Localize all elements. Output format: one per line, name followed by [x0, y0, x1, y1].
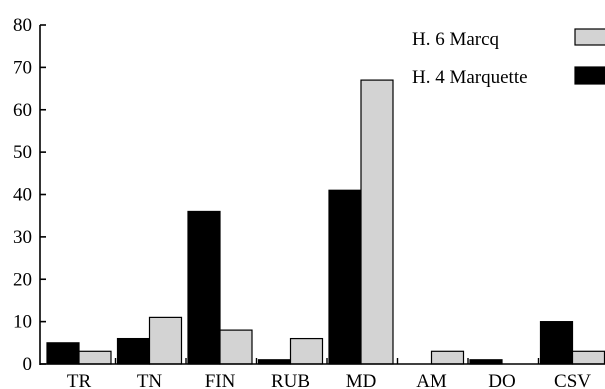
y-tick-label: 20: [13, 269, 32, 290]
bar-rub-marcq: [289, 337, 324, 365]
bar-tn-marcq: [148, 316, 183, 365]
x-category-label: DO: [488, 371, 515, 389]
x-category-label: CSV: [554, 371, 591, 389]
x-category-label: RUB: [271, 371, 310, 389]
legend: H. 6 Marcq H. 4 Marquette: [412, 28, 605, 88]
x-axis: TR TN FIN RUB MD AM DO CSV: [40, 358, 605, 389]
bar-tn-marquette: [116, 337, 151, 365]
bar-csv-marquette: [539, 321, 574, 365]
bar-am-marcq: [430, 350, 465, 365]
x-category-label: AM: [416, 371, 447, 389]
bar-tr-marquette: [46, 342, 80, 365]
y-tick-label: 30: [13, 227, 32, 248]
y-tick-label: 60: [13, 100, 32, 121]
bar-tr-marcq: [78, 350, 112, 365]
legend-swatch-marquette: [574, 66, 605, 85]
y-tick-label: 70: [13, 57, 32, 78]
bar-fin-marcq: [219, 329, 253, 365]
legend-label-marcq: H. 6 Marcq: [412, 29, 500, 50]
bar-fin-marquette: [187, 210, 221, 365]
bars: [46, 79, 605, 365]
legend-swatch-marcq: [574, 28, 605, 46]
x-category-label: TN: [137, 371, 163, 389]
y-axis: 0 10 20 30 40 50 60 70 80: [13, 15, 46, 375]
y-tick-label: 50: [13, 142, 32, 163]
bar-csv-marcq: [571, 350, 605, 365]
bar-md-marcq: [360, 79, 394, 365]
x-category-label: TR: [67, 371, 92, 389]
bar-md-marquette: [328, 189, 362, 365]
legend-label-marquette: H. 4 Marquette: [412, 67, 528, 88]
x-category-label: FIN: [205, 371, 236, 389]
y-tick-label: 10: [13, 312, 32, 333]
y-tick-label: 80: [13, 15, 32, 36]
x-category-label: MD: [346, 371, 377, 389]
y-tick-label: 0: [23, 354, 33, 375]
y-tick-label: 40: [13, 185, 32, 206]
